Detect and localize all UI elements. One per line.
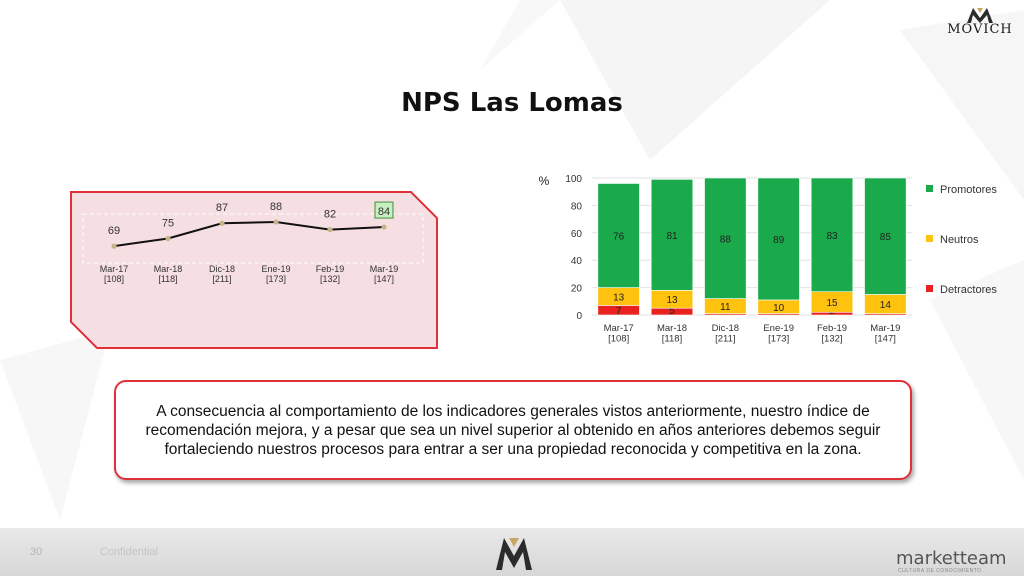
- legend-label-neutros: Neutros: [940, 234, 979, 246]
- bar-data-label-1-2: 11: [720, 302, 731, 313]
- bar-data-label-2-2: 88: [720, 234, 732, 245]
- nps-category-label-5: Mar-19 [147]: [370, 264, 399, 284]
- bar-promotores-3: [757, 177, 800, 301]
- bar-y-tick-0: 0: [576, 311, 582, 322]
- bar-data-label-2-1: 81: [666, 231, 678, 242]
- footer-band: [0, 528, 1024, 576]
- bar-category-label-0: Mar-17 [108]: [604, 323, 634, 345]
- legend-swatch-neutros: [926, 235, 933, 242]
- partner-logo: marketteam: [896, 548, 1007, 569]
- bar-data-label-2-3: 89: [773, 235, 785, 246]
- bar-data-label-1-0: 13: [613, 293, 625, 304]
- line-chart-panel: [70, 191, 438, 349]
- nps-point-5: [381, 224, 387, 230]
- nps-point-4: [327, 227, 333, 233]
- bar-promotores-4: [810, 177, 854, 293]
- bar-promotores-1: [650, 179, 694, 291]
- nps-point-1: [165, 235, 171, 242]
- nps-value-label-0: 69: [108, 225, 120, 237]
- bar-y-tick-4: 80: [571, 201, 583, 212]
- nps-category-label-1: Mar-18 [118]: [154, 264, 183, 284]
- bar-data-label-1-1: 13: [666, 295, 678, 306]
- bar-y-tick-1: 20: [571, 284, 583, 295]
- brand-emblem-icon: [967, 8, 993, 23]
- legend-swatch-promotores: [926, 185, 933, 192]
- brand-name: MOVICH: [947, 22, 1013, 37]
- nps-value-label-1: 75: [162, 218, 174, 230]
- bar-data-label-0-1: 5: [669, 306, 675, 317]
- nps-category-label-3: Ene-19 [173]: [261, 264, 290, 284]
- bar-data-label-0-0: 7: [616, 306, 622, 317]
- bar-category-label-3: Ene-19 [173]: [763, 323, 794, 345]
- nps-category-label-2: Dic-18 [211]: [209, 264, 235, 284]
- bar-category-label-4: Feb-19 [132]: [817, 323, 847, 345]
- footer-emblem-icon: [496, 538, 532, 570]
- nps-value-label-3: 88: [270, 201, 282, 213]
- bar-promotores-5: [864, 177, 907, 295]
- nps-value-label-2: 87: [216, 202, 228, 214]
- confidential-label: Confidential: [100, 546, 159, 558]
- bar-data-label-1-4: 15: [826, 298, 838, 309]
- bar-y-tick-2: 40: [571, 256, 583, 267]
- nps-series-line: [113, 220, 385, 248]
- nps-line-chart: 69 Mar-17 [108] 75 Mar-18 [118] 87 Dic-18 [211] 8…: [69, 190, 440, 350]
- bar-category-label-2: Dic-18 [211]: [712, 323, 739, 345]
- line-chart-plot-frame: [82, 213, 424, 264]
- commentary-text: A consecuencia al comportamiento de los …: [145, 402, 881, 458]
- bar-y-tick-5: 100: [565, 174, 582, 185]
- legend-label-promotores: Promotores: [940, 184, 997, 196]
- bar-data-label-1-3: 10: [773, 303, 785, 314]
- legend-swatch-detractores: [926, 285, 933, 292]
- nps-highlight-box: [374, 201, 394, 219]
- bar-data-label-1-5: 14: [880, 300, 892, 311]
- nps-point-2: [219, 220, 225, 226]
- commentary-box: A consecuencia al comportamiento de los …: [114, 380, 912, 480]
- nps-category-label-4: Feb-19 [132]: [316, 264, 345, 284]
- bar-category-label-5: Mar-19 [147]: [870, 323, 900, 345]
- bar-y-tick-3: 60: [571, 229, 583, 240]
- legend-label-detractores: Detractores: [940, 284, 997, 296]
- page-number: 30: [30, 546, 43, 558]
- bar-category-label-1: Mar-18 [118]: [657, 323, 687, 345]
- nps-point-3: [273, 219, 279, 225]
- nps-value-label-5: 84: [378, 206, 390, 218]
- nps-category-label-0: Mar-17 [108]: [100, 264, 129, 284]
- bar-promotores-0: [597, 183, 640, 288]
- partner-tagline: CULTURA DE CONOCIMIENTO: [898, 568, 982, 574]
- page-title: NPS Las Lomas: [401, 88, 623, 118]
- nps-stacked-bar-chart: % 0 20 40 60 80 100 7 13 76 Mar-17 [108] 5 13 81 Mar-18…: [528, 168, 1018, 358]
- bar-data-label-2-0: 76: [613, 232, 625, 243]
- brand-logo: MOVICH: [940, 8, 1020, 42]
- bar-data-label-2-5: 85: [880, 232, 892, 243]
- nps-value-label-4: 82: [324, 209, 336, 221]
- bar-data-label-2-4: 83: [826, 231, 838, 242]
- bar-promotores-2: [704, 177, 747, 299]
- bar-y-axis-title: %: [539, 174, 550, 188]
- nps-point-0: [111, 243, 117, 249]
